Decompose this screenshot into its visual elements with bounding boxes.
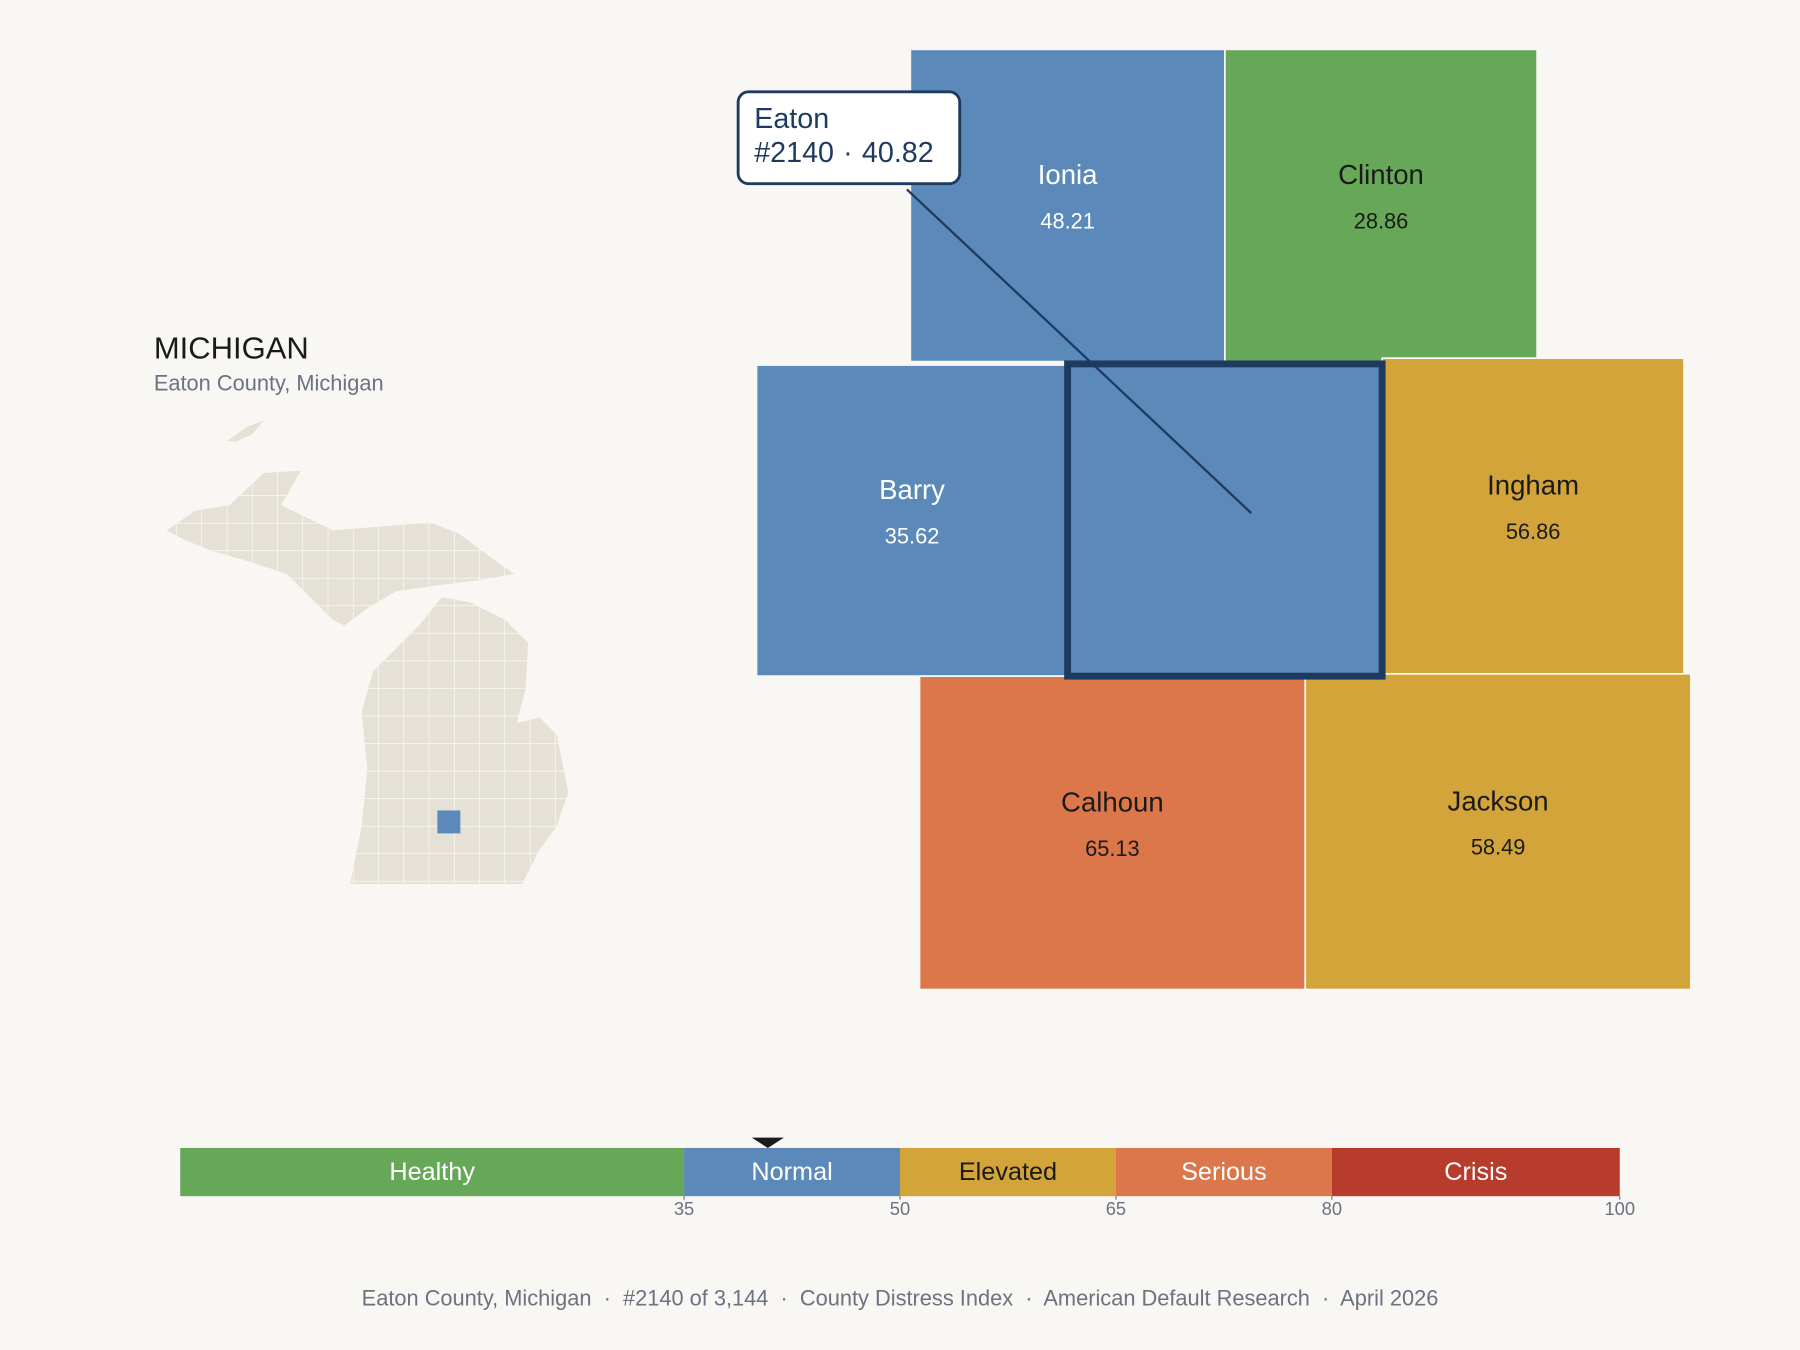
legend-tick-label: 50	[890, 1198, 910, 1219]
legend-tick-label: 100	[1604, 1198, 1635, 1219]
tooltip-name: Eaton	[754, 103, 829, 135]
legend-label: Serious	[1181, 1158, 1267, 1186]
tooltip-rank: #2140	[754, 136, 834, 168]
county-value: 48.21	[1040, 208, 1095, 233]
county	[1381, 357, 1685, 675]
tooltip-separator: ·	[843, 136, 853, 168]
county-name: Calhoun	[1061, 786, 1164, 817]
state-subtitle: Eaton County, Michigan	[154, 370, 384, 395]
legend-label: Crisis	[1444, 1158, 1507, 1186]
legend-label: Normal	[751, 1158, 832, 1186]
county-name: Clinton	[1338, 159, 1424, 190]
county-value: 56.86	[1506, 519, 1561, 544]
county-value: 35.62	[885, 524, 940, 549]
legend-band	[1115, 1147, 1332, 1197]
county-name: Ingham	[1487, 470, 1579, 501]
legend-label: Elevated	[959, 1158, 1057, 1186]
legend-tick-label: 65	[1106, 1198, 1126, 1219]
tooltip-detail: #2140 · 40.82	[754, 136, 934, 168]
county	[1224, 48, 1538, 363]
tooltip-leader	[906, 188, 1253, 514]
footer: Eaton County, Michigan · #2140 of 3,144 …	[362, 1285, 1439, 1310]
county-name: Jackson	[1448, 785, 1549, 816]
state-title: MICHIGAN	[154, 330, 309, 365]
county-name: Ionia	[1038, 159, 1098, 190]
legend-band	[900, 1147, 1116, 1197]
legend-marker	[751, 1137, 784, 1148]
legend-tick-label: 80	[1322, 1198, 1342, 1219]
focus-outline	[1064, 360, 1386, 680]
county-name: Barry	[879, 474, 945, 505]
legend-band	[1331, 1147, 1620, 1197]
legend-band	[684, 1147, 900, 1197]
county	[918, 675, 1307, 991]
state-outline	[166, 420, 569, 884]
county	[1304, 672, 1692, 991]
county	[755, 364, 1069, 678]
legend-label: Healthy	[389, 1158, 475, 1186]
county	[1066, 360, 1384, 678]
county-value: 28.86	[1354, 208, 1409, 233]
tooltip-value: 40.82	[862, 136, 934, 168]
legend-band	[180, 1147, 685, 1197]
tooltip-box	[736, 90, 962, 186]
legend-tick-label: 35	[674, 1198, 694, 1219]
county-value: 65.13	[1085, 836, 1140, 861]
county-value: 58.49	[1471, 835, 1526, 860]
